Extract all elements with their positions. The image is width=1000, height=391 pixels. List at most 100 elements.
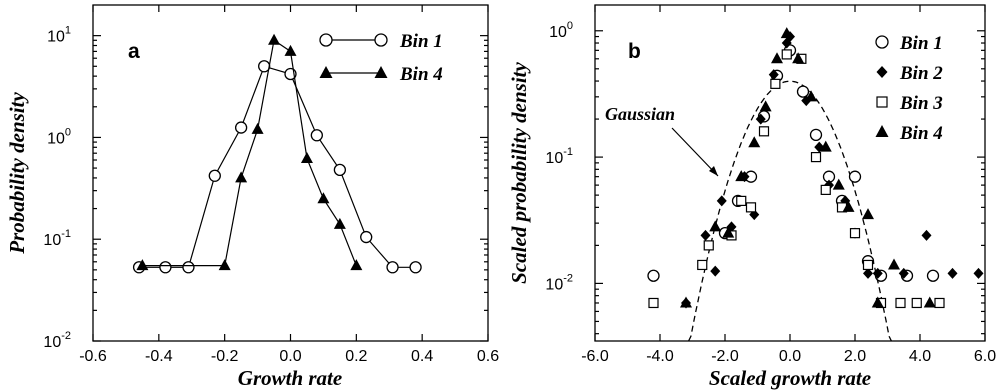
panel-b-y-axis-label: Scaled probability density (507, 62, 531, 284)
x-tick-label: 0.0 (279, 348, 301, 365)
data-point-filled-triangle (819, 140, 832, 152)
legend-marker (319, 33, 333, 47)
data-point-filled-triangle (136, 259, 149, 271)
panel-b-letter: b (628, 40, 641, 63)
data-point-open-circle (360, 230, 373, 244)
x-tick-label: -0.4 (145, 348, 173, 365)
data-point-open-square (758, 126, 770, 137)
y-tick-label: 101 (47, 25, 71, 46)
data-point-filled-triangle (317, 192, 330, 204)
data-point-filled-diamond (716, 195, 727, 207)
panel-a-y-axis-label: Probability density (5, 92, 29, 255)
data-point-filled-diamond (921, 229, 932, 241)
data-point-filled-triangle (792, 52, 805, 64)
data-point-filled-triangle (871, 296, 884, 308)
legend-marker (319, 66, 333, 78)
panel-b-series (647, 27, 984, 309)
series-line (139, 65, 416, 268)
legend-label: Bin 1 (399, 31, 443, 52)
legend-marker (876, 66, 888, 78)
data-point-open-circle (333, 163, 347, 177)
x-tick-label: -0.2 (211, 348, 239, 365)
x-tick-label: -4.0 (646, 348, 674, 365)
legend-marker (876, 96, 888, 108)
data-point-filled-triangle (805, 90, 818, 102)
x-tick-label: 0.0 (779, 348, 801, 365)
data-point-open-circle (208, 169, 221, 182)
data-point-filled-triangle (218, 259, 231, 271)
gaussian-annotation-arrow-line (671, 127, 719, 177)
data-point-filled-triangle (268, 33, 281, 45)
data-point-filled-triangle (722, 226, 735, 238)
data-point-open-square (934, 297, 945, 309)
y-tick-label: 10-2 (43, 330, 71, 351)
panel-b: -6.0 -4.0 -2.0 0.0 2.0 4.0 6.0 10-2 10-1 100 b G… (507, 4, 996, 390)
data-point-filled-diamond (947, 267, 958, 279)
data-point-filled-triangle (735, 170, 748, 182)
legend-label: Bin 4 (899, 123, 943, 144)
x-tick-label: -0.6 (79, 348, 107, 365)
y-tick-label: 100 (47, 126, 71, 147)
legend-label: Bin 3 (899, 93, 943, 114)
panel-a: -0.6 -0.4 -0.2 0.0 0.2 0.4 0.6 10-210-1100101 … (5, 4, 499, 390)
gaussian-annotation: Gaussian (605, 104, 675, 124)
y-tick-label: 10-1 (43, 228, 71, 249)
data-point-open-circle (386, 261, 399, 274)
data-point-filled-diamond (710, 265, 721, 277)
panel-a-legend: Bin 1 Bin 4 (319, 31, 443, 85)
y-tick-exponent: -2 (61, 330, 71, 342)
y-tick-exponent: -1 (61, 228, 71, 240)
data-point-open-circle (310, 129, 323, 142)
data-point-filled-diamond (768, 69, 779, 81)
legend-marker (875, 35, 889, 49)
panel-b-x-axis-label: Scaled growth rate (709, 366, 871, 390)
data-point-open-square (781, 49, 792, 60)
data-point-open-circle (848, 170, 862, 183)
data-point-filled-triangle (842, 200, 855, 212)
data-point-open-square (703, 240, 714, 251)
legend-marker (374, 33, 388, 47)
data-point-filled-triangle (759, 100, 772, 112)
y-tick-label: 10-1 (545, 146, 573, 167)
data-point-open-circle (234, 121, 248, 134)
data-point-filled-diamond (872, 267, 883, 279)
data-point-open-circle (182, 261, 195, 274)
y-tick-exponent: 0 (567, 20, 573, 32)
data-point-open-circle (796, 85, 810, 98)
data-point-filled-triangle (235, 171, 248, 183)
data-point-filled-diamond (755, 113, 766, 125)
data-point-filled-diamond (863, 267, 873, 279)
y-tick-exponent: -1 (563, 146, 573, 158)
data-point-filled-triangle (832, 178, 845, 190)
data-point-filled-triangle (709, 220, 722, 232)
data-point-open-circle (809, 128, 823, 142)
data-point-filled-triangle (300, 152, 313, 164)
x-tick-label: -2.0 (711, 348, 739, 365)
data-point-filled-triangle (780, 27, 793, 39)
panel-a-y-ticks: 10-2 10-1 100 101 (43, 25, 488, 351)
legend-label: Bin 2 (899, 63, 943, 84)
y-tick-label: 10-2 (545, 272, 573, 293)
data-point-open-square (862, 259, 874, 271)
x-tick-label: 4.0 (909, 348, 931, 365)
data-point-filled-triangle (680, 296, 692, 308)
x-tick-label: 2.0 (844, 348, 866, 365)
data-point-filled-diamond (700, 229, 711, 241)
data-point-open-square (745, 202, 757, 213)
y-tick-exponent: -2 (563, 272, 573, 284)
data-point-open-circle (926, 269, 940, 282)
panel-a-x-ticks: -0.6 -0.4 -0.2 0.0 0.2 0.4 0.6 (79, 5, 499, 365)
data-point-open-square (810, 151, 822, 163)
x-tick-label: 0.6 (477, 348, 499, 365)
data-point-filled-triangle (748, 136, 761, 148)
data-point-filled-diamond (973, 267, 984, 279)
y-tick-exponent: 0 (65, 126, 71, 138)
panel-b-x-ticks: -6.0 -4.0 -2.0 0.0 2.0 4.0 6.0 (581, 5, 996, 365)
legend-label: Bin 4 (399, 64, 443, 85)
data-point-open-square (849, 228, 861, 239)
data-point-open-circle (159, 261, 172, 274)
data-point-filled-triangle (333, 217, 346, 229)
data-point-open-square (911, 297, 922, 309)
legend-label: Bin 1 (899, 33, 943, 54)
series-line (142, 39, 357, 267)
